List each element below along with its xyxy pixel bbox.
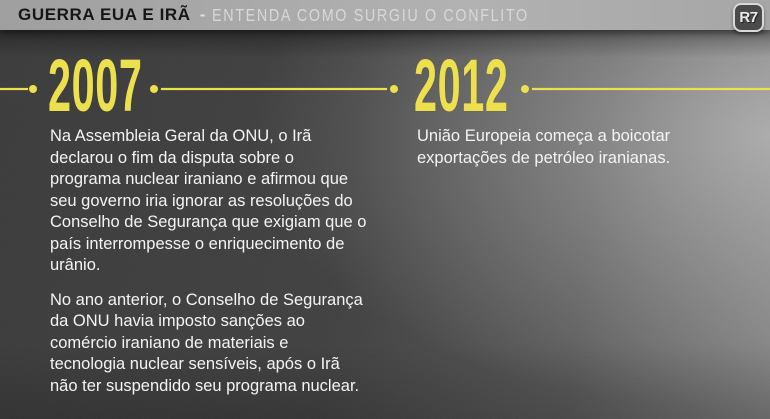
r7-logo-text: R7 [739,9,758,26]
timeline-year-2012: 2012 [414,49,583,123]
title-separator: - [199,5,206,24]
timeline-year-label: 2007 [48,44,143,128]
event-2007-description: Na Assembleia Geral da ONU, o Irã declar… [50,126,398,397]
page-subtitle: ENTENDA COMO SURGIU O CONFLITO [212,4,530,25]
event-paragraph: União Europeia começa a boicotar exporta… [417,127,671,167]
timeline-year-label: 2012 [414,44,509,128]
timeline-line-segment [161,88,387,90]
page-title: GUERRA EUA E IRÃ [18,5,191,24]
event-paragraph: No ano anterior, o Conselho de Segurança… [50,290,363,395]
timeline-year-2007: 2007 [48,49,217,123]
timeline-dot [150,85,158,93]
timeline-dot [390,85,398,93]
timeline-dot [29,85,37,93]
event-paragraph: Na Assembleia Geral da ONU, o Irã declar… [50,127,367,274]
event-2012-description: União Europeia começa a boicotar exporta… [417,126,757,169]
timeline-dot [521,85,529,93]
header-bar: GUERRA EUA E IRÃ - ENTENDA COMO SURGIU O… [0,0,770,32]
timeline-line-segment [0,88,28,90]
r7-logo: R7 [733,3,764,32]
timeline-line-segment [532,88,770,90]
